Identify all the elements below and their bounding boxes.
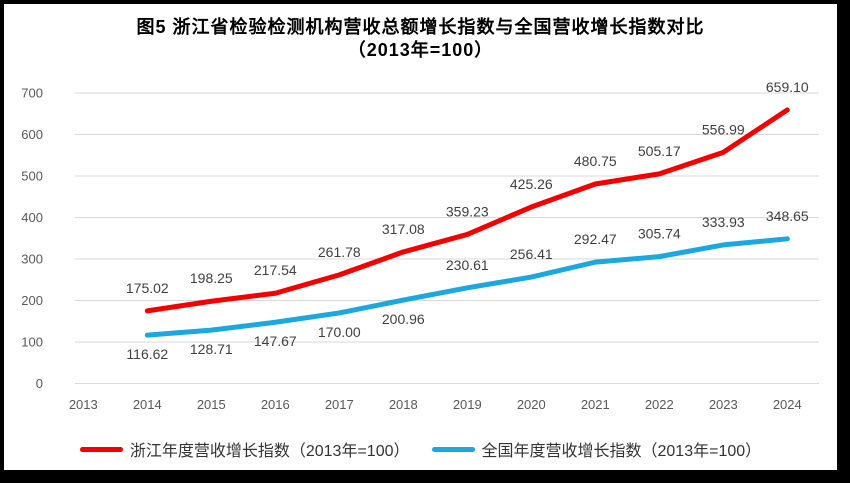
y-axis-tick-label: 700 bbox=[21, 86, 43, 101]
x-axis-tick-label: 2021 bbox=[581, 397, 610, 412]
y-axis-tick-label: 400 bbox=[21, 210, 43, 225]
data-label-series0: 359.23 bbox=[446, 203, 489, 219]
data-label-series1: 116.62 bbox=[126, 346, 168, 362]
data-label-series0: 659.10 bbox=[766, 79, 809, 95]
x-axis-tick-label: 2020 bbox=[517, 397, 546, 412]
x-axis-tick-label: 2017 bbox=[325, 397, 354, 412]
data-label-series1: 333.93 bbox=[702, 214, 745, 230]
x-axis-tick-label: 2022 bbox=[645, 397, 674, 412]
data-label-series0: 556.99 bbox=[702, 121, 745, 137]
data-label-series1: 305.74 bbox=[638, 226, 681, 242]
data-label-series0: 198.25 bbox=[190, 270, 233, 286]
data-label-series1: 348.65 bbox=[766, 208, 809, 224]
legend-item-zhejiang: 浙江年度营收增长指数（2013年=100） bbox=[79, 437, 410, 461]
data-label-series1: 170.00 bbox=[318, 324, 361, 340]
data-label-series1: 128.71 bbox=[190, 341, 233, 357]
data-label-series0: 175.02 bbox=[126, 280, 169, 296]
y-axis-tick-label: 200 bbox=[21, 293, 43, 308]
data-label-series1: 147.67 bbox=[254, 333, 297, 349]
x-axis-tick-label: 2024 bbox=[773, 397, 802, 412]
data-label-series1: 292.47 bbox=[574, 231, 617, 247]
x-axis-tick-label: 2014 bbox=[133, 397, 162, 412]
chart-title-line1: 图5 浙江省检验检测机构营收总额增长指数与全国营收增长指数对比 bbox=[136, 17, 705, 37]
y-axis-tick-label: 100 bbox=[21, 335, 43, 350]
data-label-series1: 256.41 bbox=[510, 246, 553, 262]
series-line-0 bbox=[144, 107, 790, 314]
chart-canvas: 图5 浙江省检验检测机构营收总额增长指数与全国营收增长指数对比 （2013年=1… bbox=[4, 4, 837, 470]
chart-legend: 浙江年度营收增长指数（2013年=100） 全国年度营收增长指数（2013年=1… bbox=[4, 436, 837, 462]
x-axis-tick-label: 2023 bbox=[709, 397, 738, 412]
national-legend-label: 全国年度营收增长指数（2013年=100） bbox=[481, 443, 762, 460]
data-label-series0: 480.75 bbox=[574, 153, 617, 169]
data-label-series0: 317.08 bbox=[382, 221, 425, 237]
series-line-1 bbox=[144, 236, 790, 338]
x-axis-tick-label: 2018 bbox=[389, 397, 418, 412]
data-label-series0: 217.54 bbox=[254, 262, 297, 278]
legend-item-national: 全国年度营收增长指数（2013年=100） bbox=[431, 437, 762, 461]
national-line-swatch bbox=[431, 446, 475, 452]
chart-title-line2: （2013年=100） bbox=[347, 40, 494, 60]
y-axis-tick-label: 300 bbox=[21, 252, 43, 267]
data-label-series1: 230.61 bbox=[446, 257, 489, 273]
y-axis-tick-label: 600 bbox=[21, 127, 43, 142]
data-label-series1: 200.96 bbox=[382, 311, 425, 327]
chart-plot: 0 100 200 300 400 500 600 700 2013 2014 2015 2016 20… bbox=[21, 79, 819, 412]
chart-title: 图5 浙江省检验检测机构营收总额增长指数与全国营收增长指数对比 （2013年=1… bbox=[4, 16, 837, 62]
y-axis-tick-label: 0 bbox=[36, 376, 43, 391]
x-axis-tick-label: 2019 bbox=[453, 397, 482, 412]
y-axis-tick-label: 500 bbox=[21, 169, 43, 184]
x-axis-tick-label: 2016 bbox=[261, 397, 290, 412]
x-axis-tick-label: 2013 bbox=[69, 397, 98, 412]
data-label-series0: 261.78 bbox=[318, 244, 361, 260]
zhejiang-line-swatch bbox=[79, 446, 123, 452]
data-label-series0: 425.26 bbox=[510, 176, 553, 192]
data-label-series0: 505.17 bbox=[638, 143, 681, 159]
x-axis-tick-label: 2015 bbox=[197, 397, 226, 412]
zhejiang-legend-label: 浙江年度营收增长指数（2013年=100） bbox=[129, 443, 410, 460]
